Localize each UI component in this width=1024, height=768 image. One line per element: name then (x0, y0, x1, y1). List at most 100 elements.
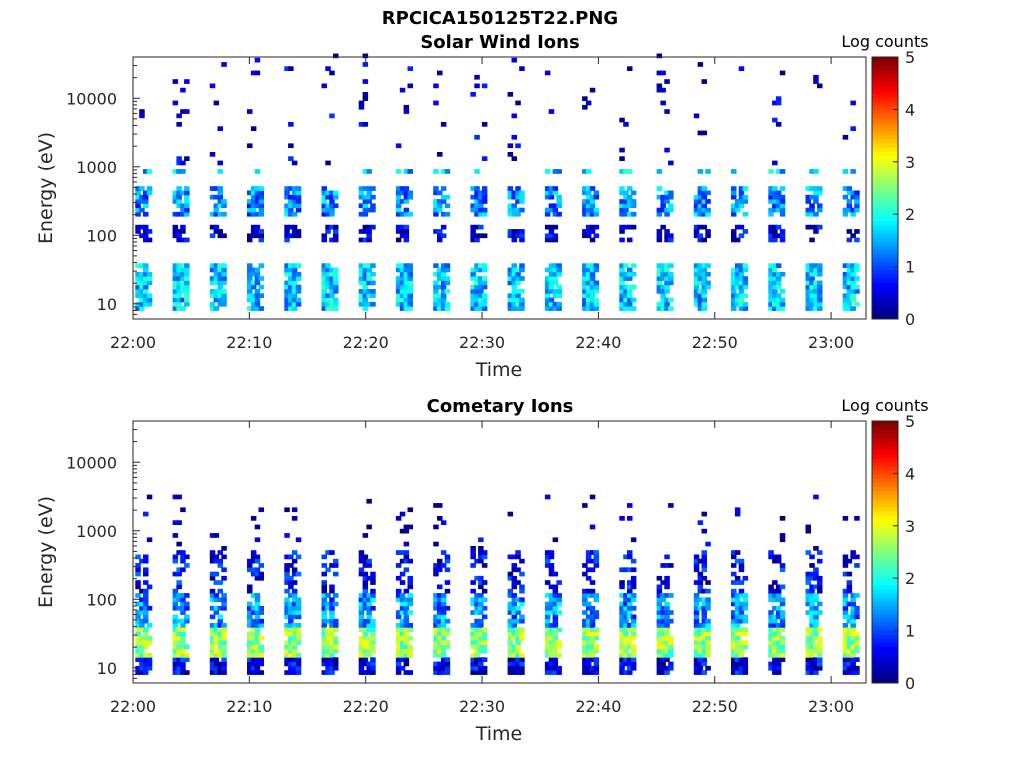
spectrogram-cell (172, 79, 179, 84)
spectrogram-cell (362, 644, 369, 650)
spectrogram-cell (515, 190, 521, 196)
spectrogram-cell (209, 623, 216, 628)
spectrogram-cell (552, 293, 559, 298)
spectrogram-cell (697, 169, 704, 174)
spectrogram-cell (284, 644, 290, 650)
spectrogram-cell (403, 524, 410, 530)
spectrogram-cell (854, 610, 860, 615)
spectrogram-cell (664, 194, 670, 200)
spectrogram-cell (440, 520, 447, 525)
spectrogram-cell (775, 635, 782, 641)
spectrogram-cell (407, 558, 413, 564)
y-tick-label: 10 (97, 659, 117, 678)
spectrogram-cell (664, 631, 670, 637)
spectrogram-cell (660, 289, 666, 294)
colorbar-tick-label: 1 (905, 622, 915, 641)
spectrogram-cell (668, 563, 674, 568)
spectrogram-cell (813, 635, 819, 641)
spectrogram-cell (333, 229, 339, 234)
spectrogram-cell (288, 635, 294, 641)
spectrogram-cell (146, 665, 153, 671)
spectrogram-cell (507, 92, 514, 97)
spectrogram-cell (705, 665, 711, 671)
spectrogram-cell (515, 580, 521, 585)
spectrogram-cell (329, 211, 335, 217)
spectrogram-cell (548, 301, 555, 307)
spectrogram-cell (511, 207, 517, 213)
colorbar-segment (872, 237, 898, 242)
spectrogram-cell (585, 306, 592, 311)
spectrogram-cell (288, 563, 294, 568)
spectrogram-cell (660, 301, 666, 307)
spectrogram-cell (254, 605, 261, 611)
spectrogram-cell (481, 665, 488, 671)
spectrogram-cell (850, 271, 856, 277)
spectrogram-cell (630, 631, 637, 637)
spectrogram-cell (180, 567, 186, 573)
spectrogram-cell (697, 207, 704, 213)
spectrogram-cell (817, 263, 823, 268)
spectrogram-cell (437, 653, 443, 658)
spectrogram-cell (772, 229, 778, 234)
spectrogram-cell (593, 563, 600, 568)
spectrogram-cell (329, 267, 335, 273)
spectrogram-cell (444, 627, 451, 632)
spectrogram-cell (395, 610, 402, 615)
colorbar-segment (872, 294, 898, 300)
spectrogram-cell (176, 306, 182, 311)
spectrogram-cell (291, 640, 298, 645)
spectrogram-cell (846, 297, 853, 303)
spectrogram-cell (146, 297, 153, 303)
spectrogram-cell (846, 306, 853, 311)
spectrogram-cell (172, 233, 179, 239)
spectrogram-cell (813, 575, 819, 581)
spectrogram-cell (619, 190, 625, 196)
spectrogram-cell (176, 284, 182, 290)
spectrogram-cell (440, 631, 447, 637)
spectrogram-cell (768, 623, 774, 628)
spectrogram-cell (842, 263, 849, 268)
spectrogram-cell (738, 614, 745, 620)
spectrogram-cell (444, 657, 451, 662)
spectrogram-cell (440, 665, 447, 671)
spectrogram-cell (734, 597, 741, 603)
spectrogram-cell (768, 284, 774, 290)
spectrogram-cell (407, 635, 413, 641)
spectrogram-cell (813, 280, 819, 286)
spectrogram-cell (742, 267, 749, 273)
colorbar-segment (872, 167, 898, 173)
spectrogram-cell (184, 593, 190, 598)
spectrogram-cell (850, 623, 856, 628)
spectrogram-cell (619, 297, 625, 303)
spectrogram-cell (407, 297, 413, 303)
spectrogram-cell (511, 113, 517, 119)
spectrogram-cell (738, 194, 745, 200)
spectrogram-cell (548, 190, 555, 196)
spectrogram-cell (585, 207, 592, 213)
spectrogram-cell (176, 194, 182, 200)
spectrogram-cell (660, 635, 666, 641)
spectrogram-cell (556, 211, 562, 217)
spectrogram-cell (582, 623, 588, 628)
spectrogram-cell (779, 203, 786, 209)
spectrogram-cell (399, 301, 406, 307)
spectrogram-cell (176, 199, 182, 204)
spectrogram-cell (176, 567, 182, 573)
spectrogram-cell (589, 280, 596, 286)
spectrogram-cell (321, 627, 327, 632)
spectrogram-cell (172, 297, 179, 303)
spectrogram-cell (370, 657, 376, 662)
spectrogram-cell (291, 276, 298, 281)
spectrogram-cell (370, 263, 376, 268)
x-tick-label: 22:40 (575, 333, 621, 352)
spectrogram-cell (481, 657, 488, 662)
colorbar-segment (872, 654, 898, 659)
spectrogram-cell (805, 657, 811, 662)
spectrogram-cell (221, 648, 227, 654)
spectrogram-cell (221, 644, 227, 650)
spectrogram-cell (768, 276, 774, 281)
spectrogram-cell (705, 580, 711, 585)
spectrogram-cell (627, 66, 633, 71)
spectrogram-cell (295, 605, 302, 611)
spectrogram-cell (731, 563, 737, 568)
